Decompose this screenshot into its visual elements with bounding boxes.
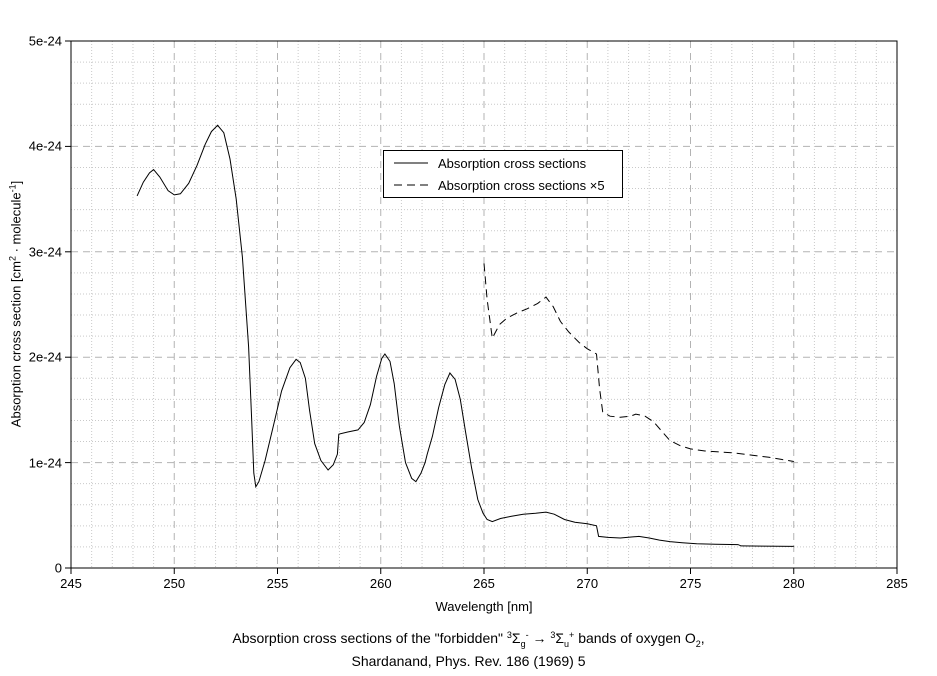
curve-solid — [136, 124, 794, 547]
x-tick-label: 260 — [369, 576, 392, 591]
caption-sup-3b: 3 — [550, 630, 556, 640]
caption-sub-u: u — [564, 639, 570, 649]
caption-sup-plus: + — [569, 630, 575, 640]
axis-ticks — [65, 40, 898, 574]
x-tick-label: 265 — [473, 576, 495, 591]
caption-text: Absorption cross sections of the "forbid… — [232, 630, 507, 646]
x-tick-label: 250 — [163, 576, 186, 591]
legend-box: Absorption cross sections Absorption cro… — [383, 150, 623, 198]
y-axis-title-sup-minus1: -1 — [7, 184, 18, 193]
x-tick-label: 255 — [266, 576, 289, 591]
legend-label-solid: Absorption cross sections — [438, 155, 587, 171]
caption-sub-2: 2 — [695, 639, 701, 649]
x-tick-label: 270 — [576, 576, 599, 591]
caption-text-3: , — [700, 630, 705, 646]
caption-line-1: Absorption cross sections of the "forbid… — [0, 628, 937, 651]
caption-text-2: bands of oxygen O — [574, 630, 696, 646]
caption-sub-g: g — [520, 639, 526, 649]
arrow-icon: → — [528, 630, 551, 646]
caption-sup-minus: - — [525, 630, 529, 640]
solid-line-sample-icon — [394, 162, 428, 164]
y-tick-label: 2e-24 — [28, 349, 62, 365]
legend-entry-solid: Absorption cross sections — [384, 154, 622, 172]
y-tick-label: 4e-24 — [28, 138, 62, 154]
y-axis-title-mid: · molecule — [8, 192, 24, 257]
y-axis-title: Absorption cross section [cm2 · molecule… — [7, 181, 24, 428]
caption-sigma-b: Σ — [555, 630, 565, 646]
figure-caption: Absorption cross sections of the "forbid… — [0, 628, 937, 672]
y-axis-title-text: Absorption cross section [cm — [8, 261, 24, 428]
x-tick-label: 245 — [60, 576, 82, 591]
plot-frame — [70, 40, 898, 569]
x-tick-label: 275 — [679, 576, 702, 591]
caption-sigma-a: Σ — [511, 630, 521, 646]
x-tick-label: 285 — [886, 576, 908, 591]
x-axis-title: Wavelength [nm] — [435, 599, 533, 614]
y-tick-label: 1e-24 — [28, 455, 62, 471]
major-gridlines — [71, 41, 897, 568]
y-tick-label: 3e-24 — [28, 244, 62, 260]
y-tick-label: 5e-24 — [28, 33, 62, 49]
legend-entry-dashed: Absorption cross sections ×5 — [384, 176, 622, 194]
data-curves — [136, 124, 794, 547]
legend-label-dashed: Absorption cross sections ×5 — [438, 177, 605, 193]
caption-line-2: Shardanand, Phys. Rev. 186 (1969) 5 — [351, 653, 586, 669]
minor-gridlines — [71, 41, 897, 568]
curve-dashed — [483, 263, 794, 462]
dashed-line-sample-icon — [394, 184, 428, 186]
y-tick-label: 0 — [54, 560, 62, 576]
caption-sup-3a: 3 — [506, 630, 512, 640]
y-axis-title-sup2: 2 — [7, 256, 18, 262]
x-tick-label: 280 — [782, 576, 805, 591]
